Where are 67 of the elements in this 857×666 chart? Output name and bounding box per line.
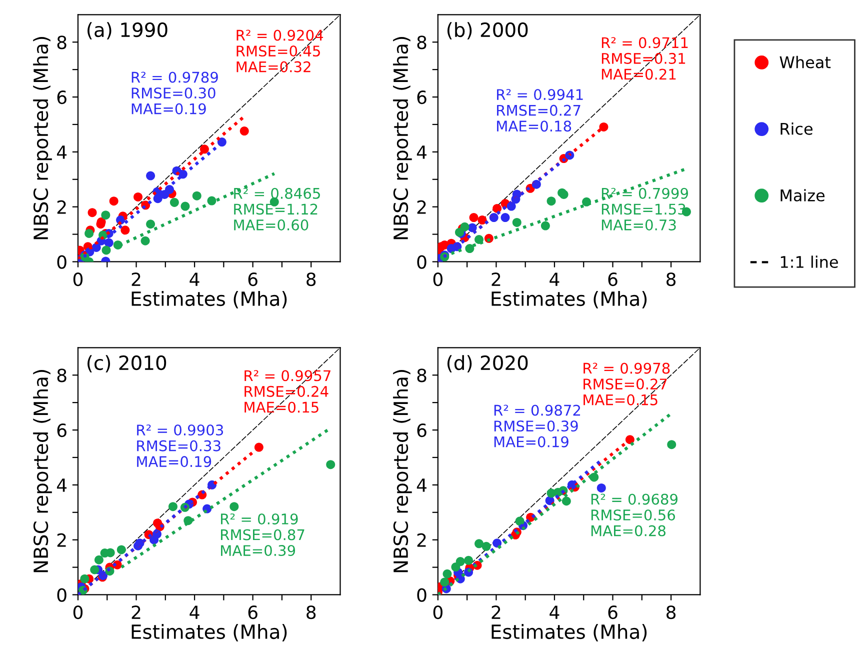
x-tick-label: 8 <box>666 272 676 286</box>
y-tick-label: 6 <box>417 90 426 104</box>
x-tick-label: 0 <box>73 605 83 620</box>
y-axis-title: NBSC reported (Mha) <box>393 37 412 240</box>
x-axis-title: Estimates (Mha) <box>492 291 647 308</box>
y-axis-title: NBSC reported (Mha) <box>33 37 52 240</box>
x-tick-label: 2 <box>132 605 140 619</box>
x-tick-label: 6 <box>248 605 258 620</box>
x-axis-title: Estimates (Mha) <box>492 624 647 642</box>
y-tick-label: 6 <box>417 423 426 438</box>
x-tick-label: 6 <box>248 272 258 286</box>
y-tick-label: 6 <box>57 423 66 438</box>
annotation: R² = 0.9903 RMSE=0.33 MAE=0.19 <box>137 424 224 468</box>
legend-label: Rice <box>780 122 812 135</box>
y-axis-title: NBSC reported (Mha) <box>33 370 52 572</box>
x-tick-label: 6 <box>608 605 618 620</box>
annotation: R² = 0.9789 RMSE=0.30 MAE=0.19 <box>132 72 218 114</box>
annotation: R² = 0.7999 RMSE=1.53 MAE=0.73 <box>602 188 688 230</box>
annotation: R² = 0.9941 RMSE=0.27 MAE=0.18 <box>497 89 583 132</box>
legend-label: Maize <box>780 189 825 202</box>
legend-label: Wheat <box>780 56 831 68</box>
y-tick-label: 6 <box>57 90 66 104</box>
y-tick-label: 4 <box>56 478 67 492</box>
x-tick-label: 6 <box>608 272 618 286</box>
y-tick-label: 4 <box>416 146 426 159</box>
x-tick-label: 8 <box>306 605 316 620</box>
y-tick-label: 0 <box>417 255 426 269</box>
y-tick-label: 0 <box>57 588 66 602</box>
x-tick-label: 0 <box>73 272 83 286</box>
annotation: R² = 0.9711 RMSE=0.31 MAE=0.21 <box>602 37 688 80</box>
annotation: R² = 0.919 RMSE=0.87 MAE=0.39 <box>221 513 304 556</box>
annotation: R² = 0.9689 RMSE=0.56 MAE=0.28 <box>591 494 678 536</box>
x-tick-label: 0 <box>433 605 442 620</box>
x-tick-label: 4 <box>550 606 560 619</box>
annotation: R² = 0.9957 RMSE=0.24 MAE=0.15 <box>244 370 330 413</box>
x-tick-label: 4 <box>190 272 200 286</box>
chart-title: (a) 1990 <box>88 22 168 40</box>
x-tick-label: 0 <box>433 272 442 286</box>
y-tick-label: 2 <box>417 200 426 214</box>
y-tick-label: 0 <box>417 588 426 602</box>
y-tick-label: 8 <box>417 36 426 50</box>
x-tick-label: 4 <box>550 272 560 286</box>
x-axis-title: Estimates (Mha) <box>132 624 287 642</box>
y-axis-title: NBSC reported (Mha) <box>393 370 412 572</box>
legend-label: 1:1 line <box>780 256 838 268</box>
x-tick-label: 2 <box>492 272 500 286</box>
y-tick-label: 8 <box>417 368 426 382</box>
y-tick-label: 2 <box>57 200 66 214</box>
y-tick-label: 4 <box>416 478 426 492</box>
y-tick-label: 0 <box>57 255 66 269</box>
chart-title: (c) 2010 <box>88 355 166 372</box>
y-tick-label: 2 <box>417 533 426 547</box>
y-tick-label: 2 <box>57 533 66 547</box>
y-tick-label: 8 <box>57 36 66 50</box>
annotation: R² = 0.9872 RMSE=0.39 MAE=0.19 <box>494 404 580 448</box>
annotation: R² = 0.9204 RMSE=0.45 MAE=0.32 <box>236 30 324 72</box>
x-tick-label: 8 <box>666 605 676 620</box>
y-tick-label: 8 <box>57 368 66 382</box>
x-tick-label: 8 <box>306 272 316 286</box>
x-axis-title: Estimates (Mha) <box>132 291 287 308</box>
chart-title: (d) 2020 <box>447 355 528 372</box>
x-tick-label: 4 <box>190 606 200 619</box>
chart-title: (b) 2000 <box>447 22 528 40</box>
y-tick-label: 4 <box>56 146 67 159</box>
annotation: R² = 0.9978 RMSE=0.27 MAE=0.15 <box>584 362 670 406</box>
x-tick-label: 2 <box>492 605 500 619</box>
x-tick-label: 2 <box>132 272 140 286</box>
